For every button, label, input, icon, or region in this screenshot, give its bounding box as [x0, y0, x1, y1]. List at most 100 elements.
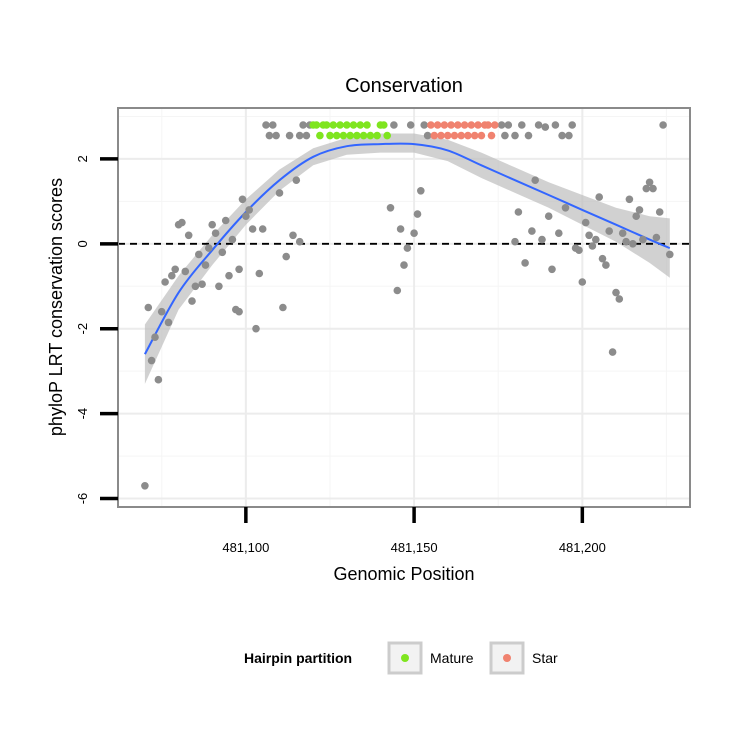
data-point-mature: [316, 131, 324, 140]
data-point-mature: [332, 131, 341, 140]
data-point-other: [178, 218, 186, 227]
y-tick-label: 0: [75, 240, 90, 247]
data-point-other: [184, 231, 193, 240]
y-axis: -6 -4 -2 0 2: [75, 155, 118, 504]
confidence-band-layer: [144, 133, 670, 384]
data-point-star: [433, 121, 442, 129]
data-point-other: [195, 250, 203, 259]
data-point-other: [221, 216, 230, 225]
data-point-other: [605, 227, 613, 235]
data-point-other: [420, 121, 429, 129]
data-point-other: [292, 176, 301, 184]
data-point-other: [285, 131, 294, 140]
data-point-other: [645, 178, 654, 187]
legend-dot-mature: [401, 654, 409, 662]
data-point-other: [295, 131, 304, 140]
data-point-other: [252, 324, 260, 333]
legend-label-mature: Mature: [430, 650, 474, 666]
data-point-other: [548, 265, 556, 274]
smooth-line-layer: [144, 142, 671, 355]
data-point-other: [141, 482, 149, 490]
data-point-other: [518, 121, 526, 129]
data-point-other: [205, 244, 213, 252]
data-point-other: [302, 131, 311, 140]
y-tick-label: -6: [75, 493, 90, 505]
data-point-other: [228, 235, 237, 244]
data-point-other: [511, 131, 519, 140]
data-point-other: [504, 121, 513, 129]
data-point-other: [649, 184, 657, 193]
data-point-other: [161, 278, 169, 286]
data-point-star: [464, 131, 472, 140]
data-point-other: [538, 235, 546, 244]
panel-border: [117, 107, 691, 508]
data-point-mature: [326, 131, 334, 140]
data-point-other: [386, 204, 395, 212]
data-point-other: [144, 303, 153, 312]
data-point-other: [198, 280, 206, 289]
data-point-other: [218, 248, 227, 257]
data-point-other: [497, 121, 506, 129]
data-point-star: [450, 131, 459, 140]
data-point-other: [235, 307, 243, 316]
data-point-other: [208, 220, 216, 229]
data-point-other: [608, 348, 617, 356]
data-point-other: [248, 225, 257, 233]
legend-item-star: Star: [489, 641, 558, 675]
data-point-other: [531, 176, 539, 184]
data-point-star: [430, 131, 439, 140]
data-point-other: [618, 229, 627, 237]
data-point-other: [534, 121, 543, 129]
data-point-other: [245, 206, 253, 214]
data-point-other: [272, 131, 280, 140]
data-point-other: [299, 121, 307, 129]
data-point-other: [625, 195, 634, 204]
data-point-other: [514, 208, 523, 216]
plot-grid: [118, 108, 690, 507]
data-point-other: [558, 131, 566, 140]
confidence-band: [144, 133, 670, 384]
data-point-mature: [380, 121, 388, 129]
data-point-star: [460, 121, 469, 129]
data-point-other: [612, 288, 620, 297]
x-tick-label: 481,150: [391, 540, 438, 555]
x-axis-title: Genomic Position: [333, 564, 474, 584]
data-point-other: [585, 231, 593, 240]
data-point-other: [275, 189, 284, 197]
data-point-other: [575, 246, 583, 254]
data-point-other: [652, 233, 661, 242]
legend-label-star: Star: [532, 650, 558, 666]
data-point-mature: [339, 131, 348, 140]
data-point-other: [400, 261, 408, 269]
data-point-other: [295, 237, 304, 246]
data-point-star: [491, 121, 499, 129]
data-point-star: [477, 131, 486, 140]
data-point-other: [622, 237, 630, 246]
data-point-mature: [349, 121, 358, 129]
data-point-other: [666, 250, 674, 259]
data-point-other: [501, 131, 509, 140]
data-point-mature: [356, 121, 365, 129]
data-point-star: [427, 121, 435, 129]
data-point-other: [154, 375, 163, 384]
data-point-other: [565, 131, 573, 140]
legend-title: Hairpin partition: [244, 650, 352, 666]
data-point-other: [642, 184, 651, 193]
x-tick-label: 481,100: [222, 540, 269, 555]
data-point-other: [602, 261, 610, 269]
data-point-mature: [329, 121, 338, 129]
data-point-other: [393, 286, 402, 295]
data-point-mature: [353, 131, 361, 140]
data-point-star: [447, 121, 455, 129]
data-point-other: [511, 237, 519, 246]
data-point-other: [289, 231, 297, 240]
data-point-other: [544, 212, 553, 220]
data-point-other: [592, 235, 600, 244]
legend-key-mature: [387, 641, 423, 675]
data-point-star: [454, 121, 462, 129]
data-point-other: [269, 121, 277, 129]
data-point-other: [242, 212, 250, 220]
data-point-star: [470, 131, 479, 140]
data-point-other: [639, 235, 647, 244]
